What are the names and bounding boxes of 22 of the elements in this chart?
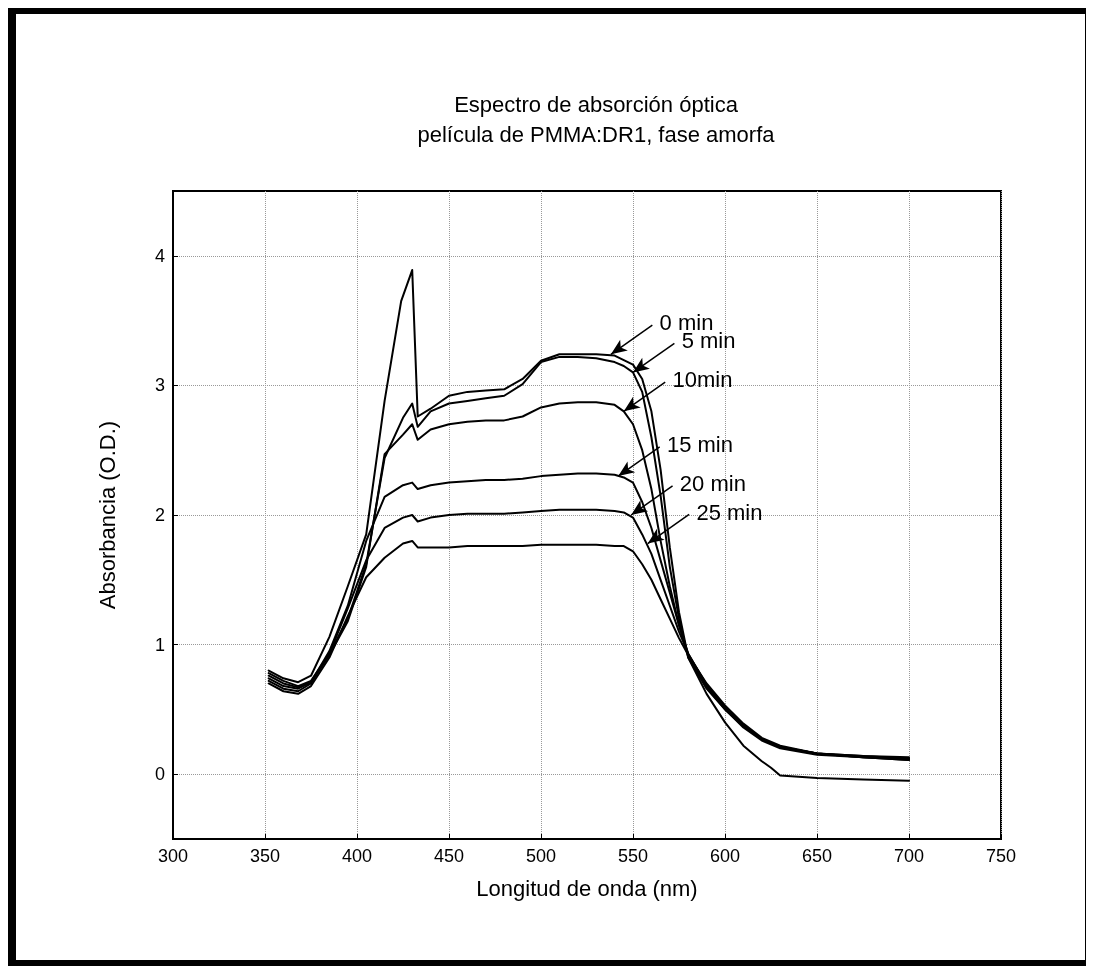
y-tick-label: 3 <box>154 375 165 396</box>
y-axis-title: Absorbancia (O.D.) <box>94 420 120 610</box>
y-tick-label: 0 <box>154 764 165 785</box>
x-tick-label: 750 <box>985 846 1017 866</box>
y-tick-label: 1 <box>154 634 165 655</box>
x-tick-label: 650 <box>801 846 833 866</box>
annotation: 10min <box>672 367 733 393</box>
x-tick-label: 550 <box>617 846 649 866</box>
x-tick-label: 600 <box>709 846 741 866</box>
x-tick-label: 350 <box>249 846 281 866</box>
annotation: 25 min <box>696 499 763 525</box>
y-tick-label: 4 <box>154 245 165 266</box>
y-tick-label: 2 <box>154 505 165 525</box>
x-axis-title: Longitud de onda (nm) <box>476 875 698 901</box>
x-tick-label: 300 <box>157 846 189 866</box>
x-tick-label: 700 <box>893 846 925 866</box>
x-tick-label: 450 <box>433 846 465 866</box>
x-tick-label: 400 <box>341 846 373 866</box>
x-tick-label: 500 <box>525 846 557 866</box>
annotation: 20 min <box>679 471 746 497</box>
annotation: 15 min <box>666 432 733 458</box>
chart-title: Espectro de absorción óptica película de PMMA:DR1, fase amorfa <box>417 91 776 147</box>
